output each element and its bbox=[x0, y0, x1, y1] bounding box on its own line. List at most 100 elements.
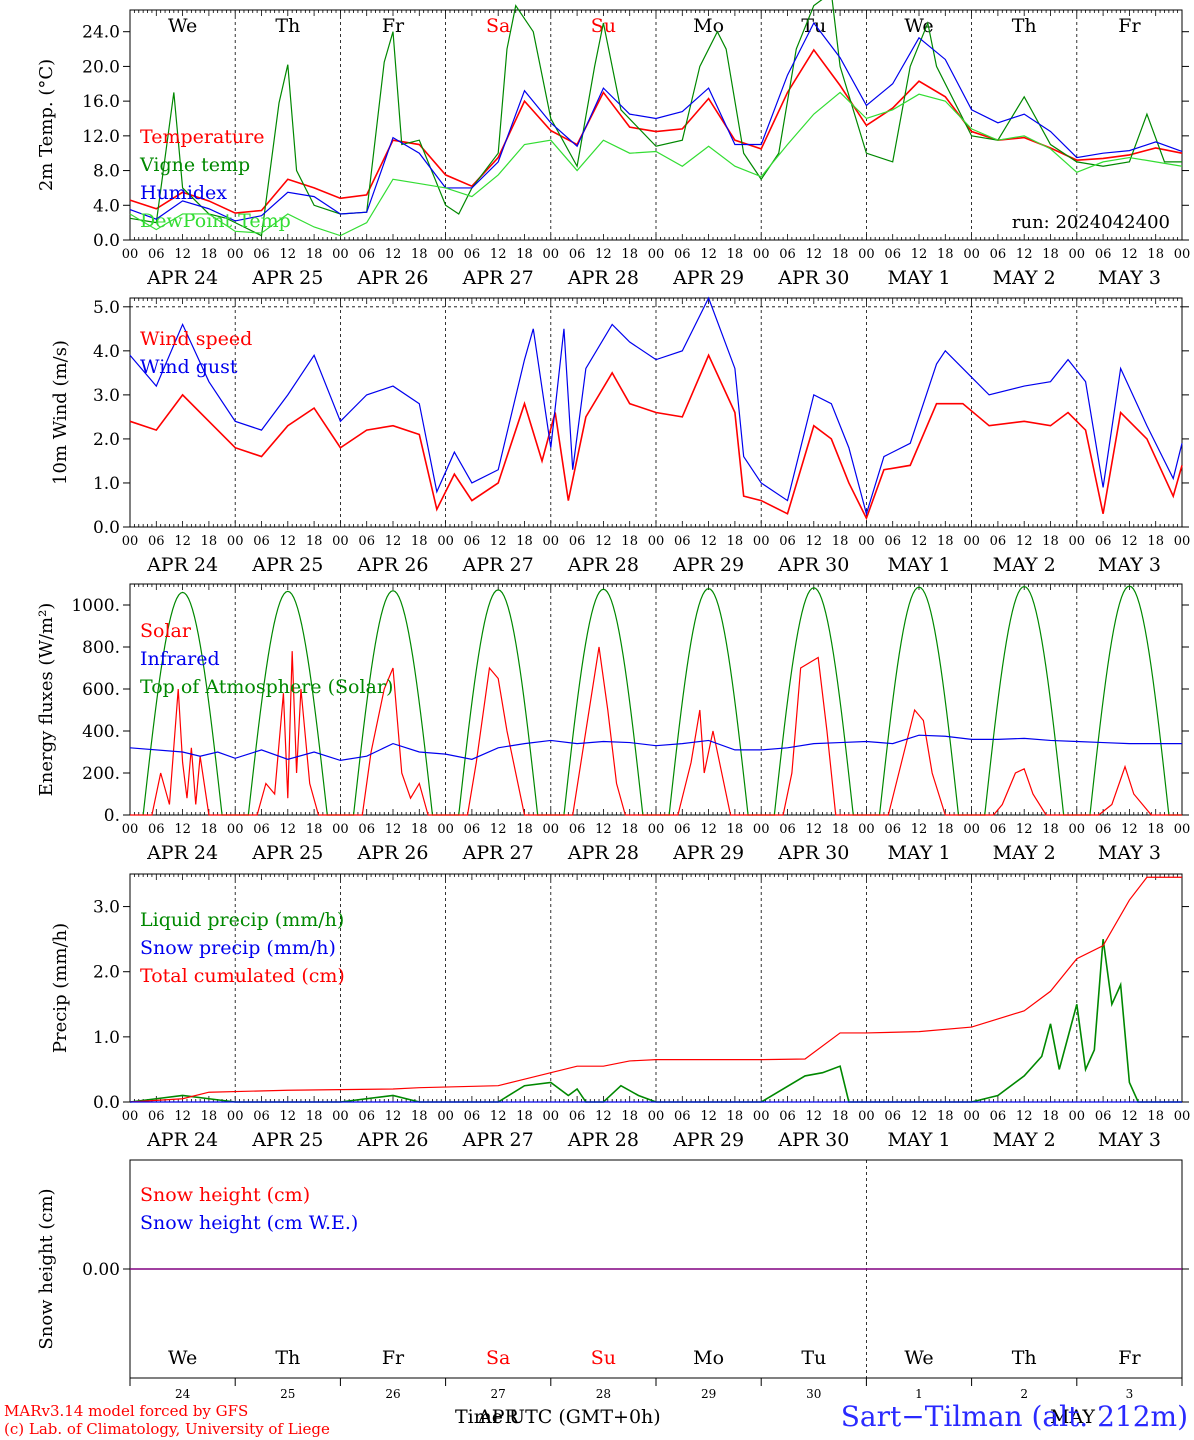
hour-tick-label: 18 bbox=[516, 1109, 533, 1124]
y-tick-label: 400. bbox=[82, 722, 120, 742]
hour-tick-label: 00 bbox=[1069, 534, 1086, 549]
hour-tick-label: 06 bbox=[779, 822, 796, 837]
hour-tick-label: 18 bbox=[201, 247, 218, 262]
hour-tick-label: 18 bbox=[1042, 534, 1059, 549]
day-label: MAY 3 bbox=[1098, 842, 1161, 864]
y-tick-label: 0.0 bbox=[93, 231, 120, 251]
hour-tick-label: 06 bbox=[779, 534, 796, 549]
hour-tick-label: 06 bbox=[674, 534, 691, 549]
hour-tick-label: 00 bbox=[543, 247, 560, 262]
hour-tick-label: 00 bbox=[543, 534, 560, 549]
hour-tick-label: 06 bbox=[884, 822, 901, 837]
day-label: APR 27 bbox=[462, 267, 534, 289]
x-axis-month: APR bbox=[478, 1406, 519, 1428]
weekday-label: Mo bbox=[693, 15, 724, 37]
y-tick-label: 1.0 bbox=[93, 474, 120, 494]
model-credit: MARv3.14 model forced by GFS bbox=[4, 1402, 249, 1420]
series-vigne-temp bbox=[129, 0, 1182, 237]
hour-tick-label: 12 bbox=[1016, 534, 1033, 549]
hour-tick-label: 00 bbox=[648, 247, 665, 262]
hour-tick-label: 12 bbox=[1016, 247, 1033, 262]
hour-tick-label: 18 bbox=[1042, 822, 1059, 837]
y-tick-label: 3.0 bbox=[93, 898, 120, 918]
hour-tick-label: 00 bbox=[122, 1109, 139, 1124]
y-tick-label: 0.00 bbox=[82, 1260, 120, 1280]
hour-tick-label: 18 bbox=[621, 822, 638, 837]
hour-tick-label: 12 bbox=[911, 247, 928, 262]
y-tick-label: 0.0 bbox=[93, 1093, 120, 1113]
y-tick-label: 2.0 bbox=[93, 430, 120, 450]
hour-tick-label: 12 bbox=[911, 1109, 928, 1124]
hour-tick-label: 18 bbox=[1147, 247, 1164, 262]
weekday-label: Th bbox=[275, 1347, 300, 1369]
hour-tick-label: 06 bbox=[674, 1109, 691, 1124]
day-label: APR 30 bbox=[777, 842, 849, 864]
panel-4: 0.0 1.0 2.0 3.0 Precip (mm/h) Liquid precip (… bbox=[50, 873, 1191, 1151]
hour-tick-label: 00 bbox=[648, 534, 665, 549]
hour-tick-label: 00 bbox=[1174, 1109, 1191, 1124]
hour-tick-label: 00 bbox=[437, 534, 454, 549]
hour-tick-label: 12 bbox=[174, 822, 191, 837]
day-label: APR 25 bbox=[251, 554, 323, 576]
y-tick-label: 0. bbox=[104, 806, 120, 826]
hour-tick-label: 12 bbox=[700, 822, 717, 837]
hour-tick-label: 00 bbox=[963, 822, 980, 837]
weekday-label: We bbox=[904, 15, 933, 37]
date-number: 28 bbox=[596, 1387, 611, 1401]
hour-tick-label: 06 bbox=[1095, 822, 1112, 837]
series-liquid-precip-mm-h- bbox=[129, 939, 1182, 1103]
hour-tick-label: 00 bbox=[332, 534, 349, 549]
day-label: APR 29 bbox=[672, 554, 744, 576]
day-label: MAY 2 bbox=[993, 554, 1056, 576]
day-label: APR 25 bbox=[251, 842, 323, 864]
day-label: MAY 3 bbox=[1098, 554, 1161, 576]
hour-tick-label: 06 bbox=[464, 1109, 481, 1124]
hour-tick-label: 12 bbox=[174, 534, 191, 549]
hour-tick-label: 00 bbox=[1069, 1109, 1086, 1124]
hour-tick-label: 00 bbox=[227, 534, 244, 549]
date-number: 2 bbox=[1020, 1387, 1028, 1401]
hour-tick-label: 12 bbox=[385, 247, 402, 262]
hour-tick-label: 18 bbox=[1042, 247, 1059, 262]
series-infrared bbox=[129, 734, 1182, 762]
weekday-label: Mo bbox=[693, 1347, 724, 1369]
date-number: 1 bbox=[915, 1387, 923, 1401]
legend-entry: Humidex bbox=[140, 182, 227, 204]
lab-credit: (c) Lab. of Climatology, University of L… bbox=[4, 1420, 330, 1438]
day-label: APR 28 bbox=[567, 842, 639, 864]
hour-tick-label: 00 bbox=[753, 534, 770, 549]
y-tick-label: 20.0 bbox=[82, 57, 120, 77]
legend-entry: Snow height (cm W.E.) bbox=[140, 1212, 358, 1234]
day-label: APR 28 bbox=[567, 267, 639, 289]
y-axis-title: Energy fluxes (W/m²) bbox=[36, 603, 57, 797]
hour-tick-label: 12 bbox=[1121, 534, 1138, 549]
y-tick-label: 4.0 bbox=[93, 342, 120, 362]
legend-entry: Infrared bbox=[140, 648, 220, 670]
hour-tick-label: 18 bbox=[727, 1109, 744, 1124]
hour-tick-label: 00 bbox=[543, 822, 560, 837]
hour-tick-label: 18 bbox=[516, 822, 533, 837]
y-tick-label: 24.0 bbox=[82, 23, 120, 43]
hour-tick-label: 06 bbox=[779, 247, 796, 262]
hour-tick-label: 06 bbox=[358, 534, 375, 549]
hour-tick-label: 12 bbox=[911, 534, 928, 549]
hour-tick-label: 12 bbox=[1016, 1109, 1033, 1124]
hour-tick-label: 06 bbox=[779, 1109, 796, 1124]
series-solar bbox=[130, 646, 1182, 816]
hour-tick-label: 12 bbox=[1121, 1109, 1138, 1124]
day-label: APR 30 bbox=[777, 554, 849, 576]
hour-tick-label: 12 bbox=[595, 534, 612, 549]
hour-tick-label: 12 bbox=[385, 1109, 402, 1124]
hour-tick-label: 00 bbox=[122, 247, 139, 262]
y-tick-label: 1.0 bbox=[93, 1028, 120, 1048]
hour-tick-label: 06 bbox=[253, 822, 270, 837]
hour-tick-label: 12 bbox=[806, 247, 823, 262]
hour-tick-label: 12 bbox=[490, 247, 507, 262]
day-label: APR 26 bbox=[356, 842, 428, 864]
hour-tick-label: 18 bbox=[832, 247, 849, 262]
day-label: APR 29 bbox=[672, 1129, 744, 1151]
day-label: MAY 2 bbox=[993, 267, 1056, 289]
y-tick-label: 2.0 bbox=[93, 963, 120, 983]
hour-tick-label: 12 bbox=[700, 534, 717, 549]
weekday-label: We bbox=[168, 15, 197, 37]
